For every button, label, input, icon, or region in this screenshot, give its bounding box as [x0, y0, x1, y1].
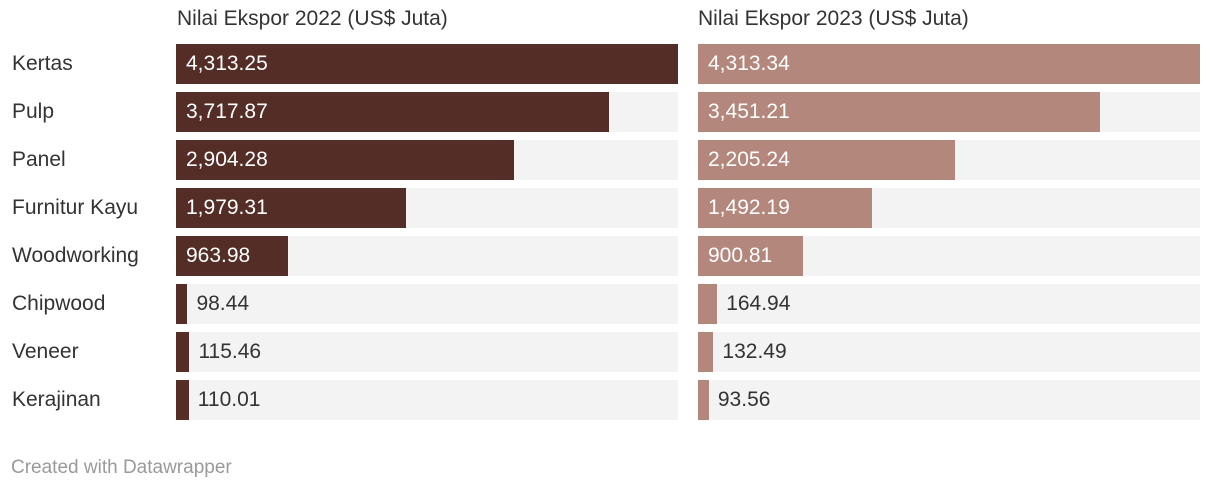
- bar-track: 1,979.31: [176, 188, 678, 228]
- value-label: 963.98: [186, 244, 251, 267]
- bar-kertas-series-1: [176, 44, 678, 84]
- bar-woodworking-series-1: [176, 236, 289, 276]
- footer-credit: Created with Datawrapper: [11, 457, 232, 478]
- value-label: 1,492.19: [708, 196, 790, 219]
- value-label: 110.01: [197, 388, 261, 411]
- bar-chipwood-series-2: [698, 284, 718, 324]
- bar-track: 4,313.34: [698, 44, 1200, 84]
- bar-kerajinan-series-2: [698, 380, 709, 420]
- bar-furnitur-kayu-series-1: [176, 188, 407, 228]
- category-label-kertas: Kertas: [12, 52, 73, 75]
- bar-track: 2,904.28: [176, 140, 678, 180]
- category-label-woodworking: Woodworking: [12, 244, 139, 267]
- bar-track: 98.44: [176, 284, 678, 324]
- category-label-veneer: Veneer: [12, 340, 79, 363]
- bar-panel-series-2: [698, 140, 955, 180]
- bar-track: 115.46: [176, 332, 678, 372]
- bar-kerajinan-series-1: [176, 380, 189, 420]
- value-label: 115.46: [198, 340, 262, 363]
- value-label: 1,979.31: [186, 196, 268, 219]
- value-label: 132.49: [722, 340, 787, 363]
- category-label-kerajinan: Kerajinan: [12, 388, 101, 411]
- bar-chipwood-series-1: [176, 284, 188, 324]
- bar-track: 963.98: [176, 236, 678, 276]
- value-label: 4,313.34: [708, 52, 790, 75]
- value-label: 3,451.21: [708, 100, 790, 123]
- value-label: 164.94: [726, 292, 791, 315]
- bar-track: 2,205.24: [698, 140, 1200, 180]
- bar-track: 900.81: [698, 236, 1200, 276]
- bar-panel-series-1: [176, 140, 514, 180]
- value-label: 3,717.87: [186, 100, 268, 123]
- bar-furnitur-kayu-series-2: [698, 188, 872, 228]
- bar-pulp-series-2: [698, 92, 1100, 132]
- bar-track: 3,451.21: [698, 92, 1200, 132]
- category-label-panel: Panel: [12, 148, 66, 171]
- category-label-pulp: Pulp: [12, 100, 55, 123]
- column-title-2022: Nilai Ekspor 2022 (US$ Juta): [177, 7, 448, 30]
- value-label: 4,313.25: [186, 52, 268, 75]
- bar-track: 1,492.19: [698, 188, 1200, 228]
- category-label-furnitur-kayu: Furnitur Kayu: [12, 196, 139, 219]
- bar-veneer-series-1: [176, 332, 190, 372]
- bar-woodworking-series-2: [698, 236, 803, 276]
- bar-track: 4,313.25: [176, 44, 678, 84]
- bar-pulp-series-1: [176, 92, 609, 132]
- bar-track: 3,717.87: [176, 92, 678, 132]
- value-label: 900.81: [708, 244, 773, 267]
- column-title-2023: Nilai Ekspor 2023 (US$ Juta): [698, 7, 969, 30]
- value-label: 98.44: [196, 292, 250, 315]
- bar-track: 110.01: [176, 380, 678, 420]
- bar-track: 164.94: [698, 284, 1200, 324]
- bar-track: 132.49: [698, 332, 1200, 372]
- value-label: 2,904.28: [186, 148, 268, 171]
- value-label: 93.56: [717, 388, 771, 411]
- bar-kertas-series-2: [698, 44, 1200, 84]
- category-label-chipwood: Chipwood: [12, 292, 106, 315]
- bar-veneer-series-2: [698, 332, 714, 372]
- bar-track: 93.56: [698, 380, 1200, 420]
- value-label: 2,205.24: [708, 148, 790, 171]
